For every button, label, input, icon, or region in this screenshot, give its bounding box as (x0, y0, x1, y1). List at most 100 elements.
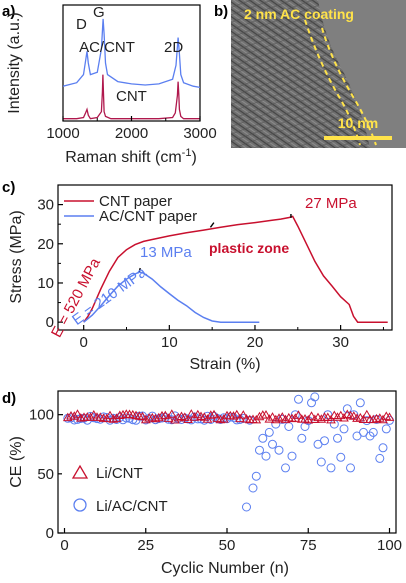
stress-series-line-0 (83, 215, 388, 323)
ce-point-li-ac-cnt (355, 398, 365, 408)
ce-point-li-cnt (183, 414, 193, 423)
ce-point-li-cnt (166, 409, 177, 418)
ce-point-li-cnt (75, 413, 86, 422)
ce-x-axis-label: Cyclic Number (n) (161, 560, 289, 577)
ce-point-li-ac-cnt (297, 433, 307, 443)
ce-point-li-cnt (358, 414, 369, 423)
ce-point-li-cnt (238, 410, 249, 419)
ce-point-li-cnt (290, 413, 301, 422)
ce-point-li-cnt (118, 409, 128, 419)
tem-scale-label: 10 nm (338, 115, 378, 131)
ce-point-li-cnt (270, 414, 281, 424)
ce-point-li-ac-cnt (284, 422, 294, 431)
stress-strain-panel: 0 10 20 30 0 10 20 30 CNT paper AC/CNT paper 27… (8, 184, 393, 373)
ce-point-li-ac-cnt (232, 415, 242, 425)
ce-point-li-cnt (361, 409, 372, 419)
raman-y-axis-label: Intensity (a.u.) (6, 12, 23, 113)
ce-y-axis-label: CE (%) (8, 436, 25, 488)
raman-x-axis-label: Raman shift (cm-1) (65, 147, 197, 166)
ce-point-li-cnt (267, 412, 278, 421)
stress-y-tick-label: 10 (37, 275, 54, 292)
ce-x-tick-label: 25 (137, 537, 154, 554)
ce-x-tick-label: 75 (300, 537, 317, 554)
ce-point-li-cnt (332, 412, 343, 421)
ce-point-li-ac-cnt (346, 463, 355, 473)
ce-point-li-ac-cnt (326, 463, 336, 473)
raman-ticks-group: 1000 2000 3000 (46, 116, 217, 142)
ce-series-group (62, 392, 395, 512)
ce-point-li-cnt (231, 409, 242, 419)
ce-point-li-ac-cnt (274, 445, 284, 455)
ce-point-li-cnt (228, 411, 239, 420)
ce-point-li-cnt (326, 414, 336, 424)
tem-shade (231, 0, 406, 148)
ce-point-li-cnt (72, 409, 83, 418)
stress-y-axis-label: Stress (MPa) (8, 210, 25, 303)
ce-point-li-ac-cnt (342, 404, 352, 414)
ce-point-li-ac-cnt (316, 457, 326, 467)
panel-label-b: b) (214, 3, 228, 20)
ce-point-li-cnt (280, 414, 291, 424)
legend-label-ac-cnt-paper: AC/CNT paper (99, 208, 197, 225)
raman-x-axis-label-main: Raman shift (cm (65, 149, 181, 166)
ce-point-li-ac-cnt (381, 424, 391, 434)
ce-point-li-cnt (277, 412, 288, 421)
ce-x-tick-label: 50 (219, 537, 236, 554)
ce-point-li-cnt (114, 410, 125, 419)
raman-series-label-cnt: CNT (116, 88, 147, 105)
ce-point-li-cnt (274, 413, 284, 422)
ce-point-li-ac-cnt (287, 451, 297, 461)
panel-label-a: a) (2, 3, 15, 20)
ce-x-tick-label: 0 (60, 537, 68, 554)
stress-x-tick-label: 10 (161, 334, 178, 351)
legend-label-li-cnt: Li/CNT (96, 465, 143, 482)
ce-point-li-cnt (85, 412, 96, 421)
legend-label-li-ac-cnt: Li/AC/CNT (96, 498, 168, 515)
ce-point-li-cnt (163, 413, 174, 422)
raman-annot-d: D (76, 16, 87, 33)
stress-x-axis-label: Strain (%) (189, 356, 260, 373)
stress-x-tick-label: 30 (332, 334, 349, 351)
ce-point-li-ac-cnt (368, 427, 378, 437)
stress-series-line-1 (83, 271, 260, 323)
ce-point-li-cnt (209, 409, 219, 419)
ce-legend-bg (62, 458, 186, 522)
stress-series-group (83, 214, 388, 323)
raman-x-tick-label: 1000 (46, 125, 79, 142)
ce-point-li-ac-cnt (251, 471, 261, 481)
annot-arrow-plastic (209, 222, 215, 228)
tem-scale-bar (324, 136, 392, 140)
ce-point-li-cnt (69, 411, 80, 420)
ce-point-li-ac-cnt (294, 394, 303, 404)
ce-point-li-cnt (261, 409, 271, 419)
ce-point-li-cnt (137, 411, 148, 421)
raman-panel: 1000 2000 3000 D G 2D AC/CNT CNT Intensity… (6, 4, 217, 166)
stress-ticks-group: 0 10 20 30 0 10 20 30 (37, 197, 384, 351)
tem-coating-inner-dash (304, 19, 361, 146)
stress-y-tick-label: 20 (37, 236, 54, 253)
tem-coating-outer-dash (321, 27, 377, 146)
stress-plot-frame (57, 184, 393, 331)
raman-x-axis-label-sup: -1 (182, 147, 192, 159)
ce-point-li-cnt (205, 410, 216, 419)
ce-point-li-ac-cnt (336, 452, 346, 462)
ce-point-li-cnt (189, 412, 200, 421)
stress-y-tick-label: 30 (37, 197, 54, 214)
annot-plastic-zone: plastic zone (209, 240, 289, 256)
stress-x-tick-label: 0 (80, 334, 88, 351)
ce-point-li-ac-cnt (193, 414, 203, 424)
ce-point-li-ac-cnt (258, 433, 268, 443)
annot-13mpa: 13 MPa (140, 244, 192, 261)
ce-point-li-ac-cnt (310, 392, 320, 402)
tem-caption: 2 nm AC coating (244, 6, 354, 22)
ce-point-li-cnt (150, 413, 161, 423)
ce-point-li-cnt (62, 412, 73, 422)
ce-point-li-cnt (173, 412, 184, 422)
annot-27mpa: 27 MPa (305, 195, 357, 212)
ce-point-li-ac-cnt (261, 451, 271, 461)
ce-y-tick-label: 100 (29, 407, 54, 424)
ce-point-li-cnt (316, 414, 327, 423)
ce-point-li-cnt (368, 414, 379, 424)
ce-point-li-cnt (306, 411, 317, 420)
